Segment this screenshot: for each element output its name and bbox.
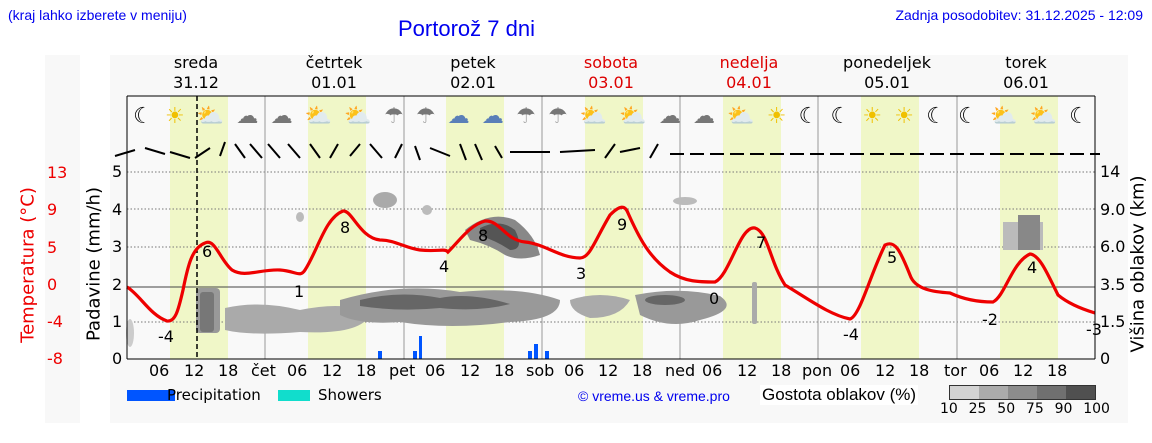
x-tick: ned	[665, 361, 696, 380]
temp-tick: -4	[47, 312, 63, 331]
cloud-density-layer	[126, 192, 1043, 347]
cloud-density-scale	[949, 385, 1096, 400]
showers-legend-label: Showers	[318, 386, 382, 404]
temp-tick: -8	[47, 349, 63, 368]
x-tick: 12	[598, 361, 619, 380]
sun-cloud-icon: ⛅	[1029, 103, 1057, 129]
x-tick: 12	[322, 361, 343, 380]
cloud-density-label: Gostota oblakov (%)	[760, 385, 919, 405]
x-tick: sob	[526, 361, 555, 380]
day-label-mon: ponedeljek 05.01	[843, 53, 931, 92]
x-tick: 06	[287, 361, 308, 380]
x-tick: pon	[802, 361, 833, 380]
sun-cloud-icon: ⛅	[579, 103, 608, 129]
precip-tick: 4	[112, 200, 123, 219]
x-axis-labels: 06 12 18 čet 06 12 18 pet 06 12 18 sob 0…	[127, 361, 1095, 381]
x-tick: 18	[218, 361, 239, 380]
moon-icon: ☾	[798, 103, 819, 129]
last-update: Zadnja posodobitev: 31.12.2025 - 12:09	[895, 7, 1143, 23]
day-label-sun: nedelja 04.01	[719, 53, 779, 92]
sun-cloud-icon: ⛅	[344, 103, 372, 129]
showers-swatch	[278, 390, 310, 401]
moon-cloud-icon: ☁	[236, 103, 259, 129]
precip-tick: 1	[112, 312, 123, 331]
x-tick: tor	[944, 361, 967, 380]
cloud-icon: ☁	[481, 103, 504, 129]
x-tick: 12	[737, 361, 758, 380]
moon-icon: ☾	[1069, 103, 1089, 129]
cloud-density-scale-labels: 10 25 50 75 90 100	[940, 401, 1110, 417]
precip-tick: 2	[112, 275, 123, 294]
precip-tick: 5	[112, 162, 123, 181]
x-tick: 18	[494, 361, 515, 380]
sun-cloud-icon: ⛅	[304, 103, 333, 129]
cloud-rain-icon: ☂	[415, 103, 436, 129]
cloud-height-tick: 9.0	[1100, 200, 1126, 219]
x-tick: 18	[356, 361, 377, 380]
precipitation-legend-label: Precipitation	[167, 386, 261, 404]
copyright-link[interactable]: © vreme.us & vreme.pro	[578, 388, 730, 404]
moon-cloud-rain-icon: ☂	[547, 103, 568, 129]
sun-icon: ☀	[894, 103, 915, 129]
region-menu-hint[interactable]: (kraj lahko izberete v meniju)	[8, 7, 187, 23]
sun-cloud-icon: ⛅	[619, 103, 647, 129]
x-tick: 18	[632, 361, 653, 380]
x-tick: 06	[979, 361, 1000, 380]
weather-icon-row: ☾ ☀ ⛅ ☁ ☁ ⛅ ⛅ ☂ ☂ ☁ ☁ ☂ ☂ ⛅ ⛅ ☁ ☁ ⛅ ☀ ☾ …	[127, 98, 1095, 134]
sun-cloud-icon: ⛅	[989, 103, 1018, 129]
moon-cloud-rain-icon: ☂	[515, 103, 536, 129]
x-tick: 18	[771, 361, 792, 380]
sun-icon: ☀	[766, 103, 787, 129]
wind-barbs-row	[114, 141, 1100, 161]
cloud-height-tick: 6.0	[1100, 237, 1126, 256]
x-tick: čet	[251, 361, 276, 380]
temperature-line	[126, 205, 1096, 323]
sun-cloud-icon: ⛅	[727, 103, 755, 129]
day-label-thu: četrtek 01.01	[305, 53, 363, 92]
x-tick: 18	[1047, 361, 1068, 380]
x-tick: pet	[389, 361, 416, 380]
cloud-icon: ☁	[447, 103, 470, 129]
day-label-wed: sreda 31.12	[173, 53, 219, 92]
day-label-tue: torek 06.01	[1003, 53, 1049, 92]
page-title: Portorož 7 dni	[398, 16, 535, 41]
cloud-icon: ☁	[658, 103, 681, 129]
x-tick: 06	[425, 361, 446, 380]
x-tick: 12	[184, 361, 205, 380]
sun-icon: ☀	[862, 103, 883, 129]
moon-icon: ☾	[958, 103, 978, 129]
precipitation-swatch	[127, 390, 175, 401]
precip-tick: 0	[112, 349, 123, 368]
x-tick: 12	[875, 361, 896, 380]
moon-cloud-icon: ☁	[270, 103, 293, 129]
x-tick: 06	[564, 361, 585, 380]
day-label-sat: sobota 03.01	[583, 53, 639, 92]
temp-axis-panel	[45, 55, 80, 423]
temp-tick: 0	[47, 275, 58, 294]
x-tick: 12	[460, 361, 481, 380]
cloud-height-tick: 14	[1100, 162, 1121, 181]
temp-tick: 5	[47, 238, 58, 257]
moon-icon: ☾	[926, 103, 946, 129]
x-tick: 12	[1013, 361, 1034, 380]
moon-icon: ☾	[830, 103, 851, 129]
x-tick: 06	[840, 361, 861, 380]
precip-bars	[378, 336, 549, 359]
x-tick: 06	[702, 361, 723, 380]
temp-tick: 13	[47, 163, 68, 182]
day-label-fri: petek 02.01	[450, 53, 496, 92]
cloud-height-tick: 1.5	[1100, 312, 1126, 331]
x-tick: 18	[909, 361, 930, 380]
cloud-height-tick: 0	[1100, 349, 1111, 368]
precip-tick: 3	[112, 237, 123, 256]
sun-icon: ☀	[164, 103, 185, 129]
cloud-rain-icon: ☂	[383, 103, 404, 129]
cloud-height-tick: 3.5	[1100, 275, 1126, 294]
moon-icon: ☾	[133, 103, 153, 129]
sun-cloud-icon: ⛅	[196, 103, 225, 129]
moon-cloud-icon: ☁	[693, 103, 716, 129]
temp-tick: 9	[47, 200, 58, 219]
x-tick: 06	[149, 361, 170, 380]
